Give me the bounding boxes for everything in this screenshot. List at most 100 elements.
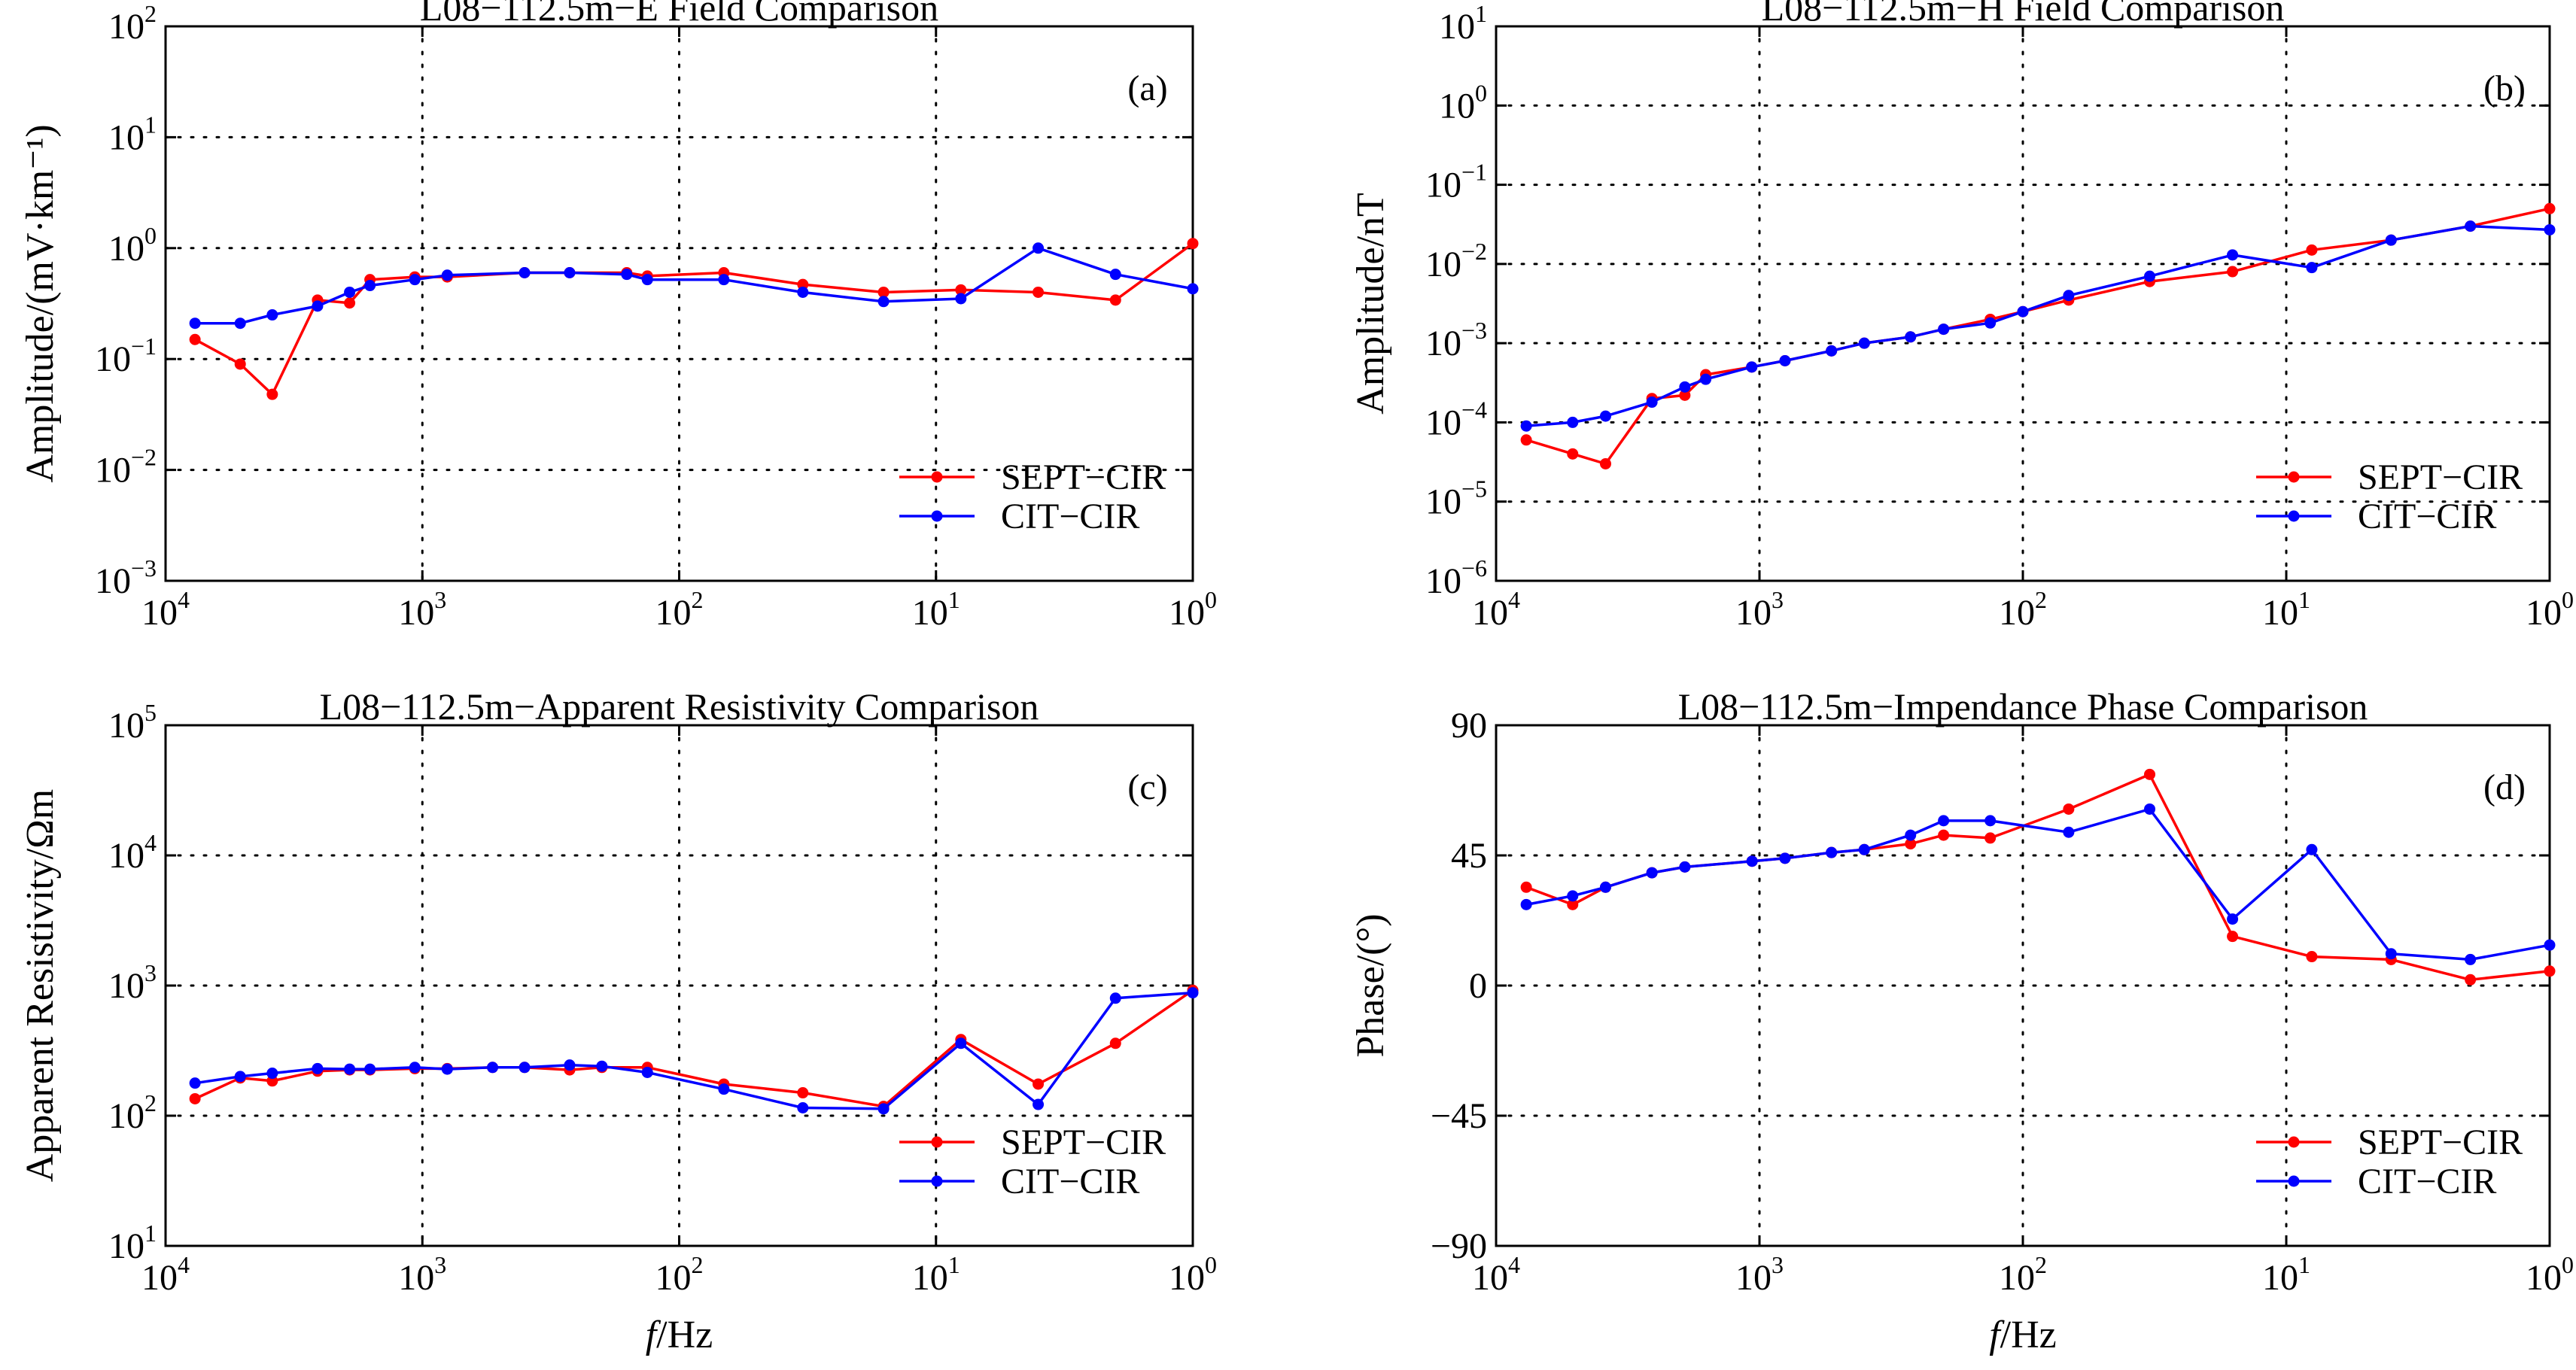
data-point bbox=[2465, 974, 2477, 986]
data-point bbox=[2465, 220, 2477, 232]
chart-panel-b: 104 103 102 101 100 10−6 10−5 10−4 10−3 10−2 10−1 1… bbox=[1349, 0, 2574, 633]
data-point bbox=[2227, 931, 2239, 943]
data-point bbox=[519, 1062, 531, 1074]
legend-swatch-marker bbox=[931, 510, 943, 522]
data-point bbox=[1567, 448, 1579, 460]
data-point bbox=[344, 1063, 356, 1075]
x-tick-label: 100 bbox=[2526, 586, 2574, 633]
y-tick-label: 10−1 bbox=[95, 333, 157, 379]
x-tick-label: 103 bbox=[1735, 586, 1784, 633]
data-point bbox=[1746, 855, 1758, 867]
panel-label: (c) bbox=[1127, 767, 1167, 807]
data-point bbox=[1679, 389, 1691, 401]
series-sept-cir bbox=[189, 238, 1199, 400]
x-tick-label: 102 bbox=[655, 586, 704, 633]
data-point bbox=[1984, 317, 1997, 329]
data-point bbox=[718, 1083, 730, 1095]
data-point bbox=[312, 300, 324, 312]
series-line bbox=[1525, 773, 2550, 982]
y-tick-label: 10−6 bbox=[1425, 554, 1487, 601]
data-point bbox=[189, 1077, 201, 1089]
y-axis-label: Amplitude/(mV·km⁻¹) bbox=[19, 124, 62, 482]
data-point bbox=[1938, 324, 1950, 336]
data-point bbox=[234, 1071, 246, 1083]
x-tick-label: 103 bbox=[398, 586, 446, 633]
legend-swatch-marker bbox=[2288, 471, 2300, 483]
data-point bbox=[1033, 242, 1045, 254]
data-point bbox=[797, 1101, 809, 1113]
data-point bbox=[1826, 345, 1838, 357]
data-point bbox=[1599, 410, 1611, 422]
chart-panel-c: 104 103 102 101 100 101 102 103 104 105 L08−112.5m… bbox=[19, 685, 1217, 1356]
y-tick-label: 103 bbox=[108, 959, 157, 1006]
y-tick-label: 101 bbox=[108, 111, 157, 157]
x-tick-label: 101 bbox=[2262, 586, 2310, 633]
data-point bbox=[189, 1092, 201, 1104]
data-point bbox=[621, 269, 633, 281]
data-point bbox=[1599, 457, 1611, 469]
data-point bbox=[2017, 305, 2029, 317]
legend-label: SEPT−CIR bbox=[1001, 1122, 1166, 1162]
series-cit-cir bbox=[189, 242, 1199, 330]
data-point bbox=[1033, 286, 1045, 298]
data-point bbox=[1858, 843, 1870, 855]
data-point bbox=[797, 278, 809, 290]
data-point bbox=[364, 280, 376, 292]
legend-swatch-marker bbox=[931, 1175, 943, 1187]
y-tick-label: 104 bbox=[108, 829, 157, 876]
data-point bbox=[1646, 867, 1658, 879]
y-axis-label: Phase/(°) bbox=[1349, 913, 1392, 1057]
x-tick-label: 100 bbox=[1169, 1251, 1217, 1298]
x-tick-label: 104 bbox=[1472, 1251, 1520, 1298]
data-point bbox=[1567, 416, 1579, 428]
legend-swatch-marker bbox=[931, 471, 943, 483]
data-point bbox=[1679, 381, 1691, 393]
data-point bbox=[1109, 294, 1121, 306]
series-sept-cir bbox=[1520, 768, 2556, 986]
data-point bbox=[2144, 270, 2156, 282]
data-point bbox=[1984, 815, 1997, 827]
y-tick-label: 10−5 bbox=[1425, 475, 1487, 522]
x-tick-label: 103 bbox=[1735, 1251, 1784, 1298]
data-point bbox=[189, 333, 201, 345]
data-point bbox=[1109, 269, 1121, 281]
data-point bbox=[1826, 846, 1838, 858]
data-point bbox=[2227, 266, 2239, 278]
data-point bbox=[797, 1087, 809, 1099]
data-point bbox=[2385, 948, 2397, 960]
data-point bbox=[718, 274, 730, 286]
data-point bbox=[441, 1063, 453, 1075]
data-point bbox=[1567, 898, 1579, 910]
data-point bbox=[1700, 373, 1712, 385]
data-point bbox=[2306, 262, 2318, 274]
y-tick-label: 102 bbox=[108, 0, 157, 47]
y-tick-label: 90 bbox=[1451, 706, 1487, 746]
legend-label: SEPT−CIR bbox=[1001, 457, 1166, 497]
data-point bbox=[955, 284, 967, 296]
data-point bbox=[1938, 829, 1950, 841]
y-tick-label: 101 bbox=[108, 1220, 157, 1266]
legend-swatch-marker bbox=[2288, 510, 2300, 522]
y-axis-label: Amplitude/nT bbox=[1349, 193, 1392, 415]
data-point bbox=[2544, 939, 2556, 951]
y-tick-label: 10−3 bbox=[95, 554, 157, 601]
chart-title: L08−112.5m−H Field Comparison bbox=[1762, 0, 2285, 29]
data-point bbox=[2144, 768, 2156, 780]
x-tick-label: 101 bbox=[2262, 1251, 2310, 1298]
data-point bbox=[564, 1059, 576, 1071]
data-point bbox=[1520, 898, 1532, 910]
data-point bbox=[266, 309, 278, 321]
data-point bbox=[955, 1037, 967, 1050]
data-point bbox=[1646, 396, 1658, 409]
legend-label: SEPT−CIR bbox=[2358, 457, 2523, 497]
y-tick-label: 0 bbox=[1469, 966, 1487, 1006]
y-tick-label: 102 bbox=[108, 1089, 157, 1136]
legend-swatch-marker bbox=[931, 1136, 943, 1148]
data-point bbox=[2306, 843, 2318, 855]
data-point bbox=[877, 1103, 890, 1115]
y-tick-label: 45 bbox=[1451, 836, 1487, 876]
chart-title: L08−112.5m−E Field Comparison bbox=[420, 0, 938, 29]
data-point bbox=[1679, 861, 1691, 873]
